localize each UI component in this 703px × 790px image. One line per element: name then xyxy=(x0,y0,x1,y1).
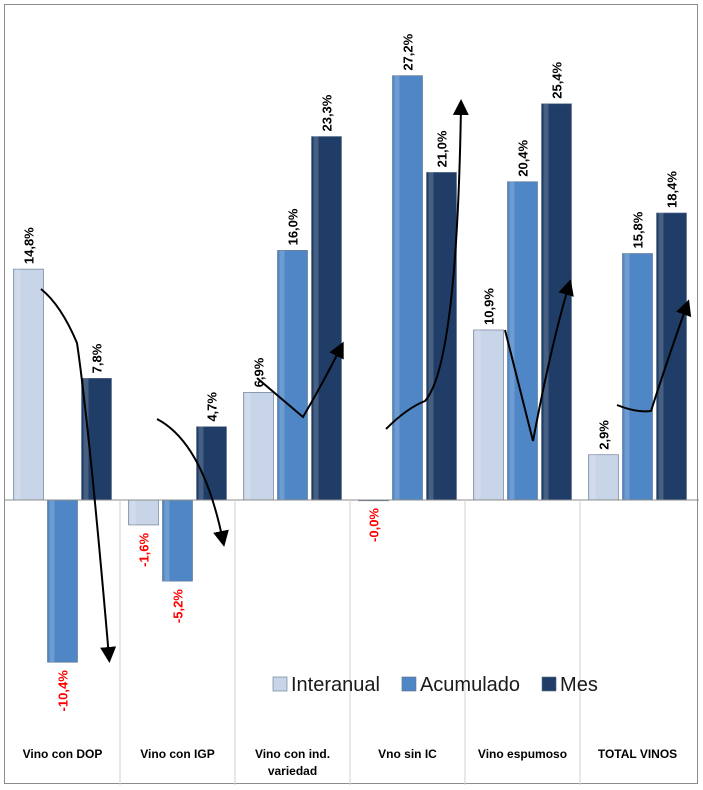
legend: Interanual Acumulado Mes xyxy=(272,674,598,696)
trend-arrow xyxy=(504,279,574,442)
legend-swatch-acumulado xyxy=(401,676,417,692)
data-label-mes-vino-espumoso: 25,4% xyxy=(550,61,565,98)
trend-arrows xyxy=(40,99,692,663)
category-labels: Vino con DOP Vino con IGP Vino con ind. var… xyxy=(23,747,678,778)
bar-acumulado-vno-sin-ic xyxy=(392,75,423,501)
category-label: Vno sin IC xyxy=(378,747,437,761)
data-label-mes-total-vinos: 18,4% xyxy=(665,171,680,208)
bar-highlight xyxy=(590,454,596,500)
trend-arrow xyxy=(156,418,229,547)
category-label: variedad xyxy=(268,764,317,778)
bar-mes-vino-con-ind-variedad xyxy=(311,136,342,501)
bar-highlight xyxy=(428,172,434,500)
data-label-mes-vno-sin-ic: 21,0% xyxy=(435,130,450,167)
bar-highlight xyxy=(164,500,170,582)
data-label-interanual-vino-espumoso: 10,9% xyxy=(482,288,497,325)
data-label-acumulado-vno-sin-ic: 27,2% xyxy=(401,33,416,70)
trend-arrow xyxy=(256,341,344,419)
data-label-acumulado-vino-con-dop: -10,4% xyxy=(56,670,71,712)
trend-arrow xyxy=(616,299,692,413)
bar-highlight xyxy=(313,136,319,500)
legend-label-acumulado: Acumulado xyxy=(420,674,520,696)
bar-acumulado-vino-con-ind-variedad xyxy=(277,250,308,501)
bar-highlight xyxy=(245,392,251,500)
category-dividers xyxy=(5,499,699,785)
legend-swatch-mes xyxy=(541,676,557,692)
bar-highlight xyxy=(624,253,630,500)
bar-chart: 14,8% -10,4% 7,8% -1,6% -5,2% 4,7% 6,9% 16,0% 23… xyxy=(5,33,699,785)
bar-mes-total-vinos xyxy=(656,212,687,501)
bar-interanual-vino-espumoso xyxy=(473,329,504,501)
bar-highlight xyxy=(475,329,481,500)
legend-label-mes: Mes xyxy=(560,674,598,696)
category-label: Vino espumoso xyxy=(478,747,567,761)
bar-highlight xyxy=(658,212,664,500)
bar-interanual-vino-con-igp xyxy=(128,499,159,526)
bar-acumulado-vino-espumoso xyxy=(507,181,538,501)
category-label: Vino con DOP xyxy=(23,747,103,761)
bar-highlight xyxy=(49,500,55,663)
data-label-acumulado-vino-espumoso: 20,4% xyxy=(516,139,531,176)
bar-highlight xyxy=(509,181,515,500)
bar-highlight xyxy=(15,269,21,500)
trend-arrow xyxy=(385,99,469,430)
bar-highlight xyxy=(83,378,89,500)
data-label-interanual-total-vinos: 2,9% xyxy=(597,420,612,450)
bar-acumulado-total-vinos xyxy=(622,253,653,501)
bar-acumulado-vino-con-igp xyxy=(162,499,193,582)
data-labels-group: 14,8% -10,4% 7,8% -1,6% -5,2% 4,7% 6,9% 16,0% 23… xyxy=(22,33,680,711)
chart-frame: 14,8% -10,4% 7,8% -1,6% -5,2% 4,7% 6,9% 16,0% 23… xyxy=(4,4,699,785)
data-label-interanual-vino-con-dop: 14,8% xyxy=(22,227,37,264)
bar-acumulado-vino-con-dop xyxy=(47,499,78,663)
data-label-interanual-vino-con-igp: -1,6% xyxy=(137,533,152,567)
legend-swatch-interanual xyxy=(272,676,288,692)
bar-highlight xyxy=(130,500,136,525)
data-label-interanual-vino-con-ind-variedad: 6,9% xyxy=(252,357,267,387)
bar-highlight xyxy=(198,426,204,500)
data-label-acumulado-vino-con-ind-variedad: 16,0% xyxy=(286,208,301,245)
trend-arrow xyxy=(40,288,117,663)
bar-mes-vino-con-igp xyxy=(196,426,227,501)
bar-highlight xyxy=(543,103,549,500)
data-label-mes-vino-con-ind-variedad: 23,3% xyxy=(320,94,335,131)
bar-interanual-vino-con-ind-variedad xyxy=(243,392,274,501)
data-label-acumulado-total-vinos: 15,8% xyxy=(631,211,646,248)
category-label: Vino con IGP xyxy=(140,747,214,761)
bar-mes-vno-sin-ic xyxy=(426,172,457,501)
data-label-mes-vino-con-dop: 7,8% xyxy=(90,343,105,373)
data-label-interanual-vno-sin-ic: -0,0% xyxy=(367,508,382,542)
bar-highlight xyxy=(394,75,400,501)
bar-interanual-vino-con-dop xyxy=(13,268,44,501)
data-label-acumulado-vino-con-igp: -5,2% xyxy=(171,589,186,623)
bar-highlight xyxy=(279,250,285,500)
bar-mes-vino-espumoso xyxy=(541,103,572,501)
bar-interanual-total-vinos xyxy=(588,454,619,501)
category-label: TOTAL VINOS xyxy=(598,747,677,761)
data-label-mes-vino-con-igp: 4,7% xyxy=(205,392,220,422)
category-label: Vino con ind. xyxy=(255,747,330,761)
bars-group xyxy=(13,75,687,663)
legend-label-interanual: Interanual xyxy=(291,674,380,696)
